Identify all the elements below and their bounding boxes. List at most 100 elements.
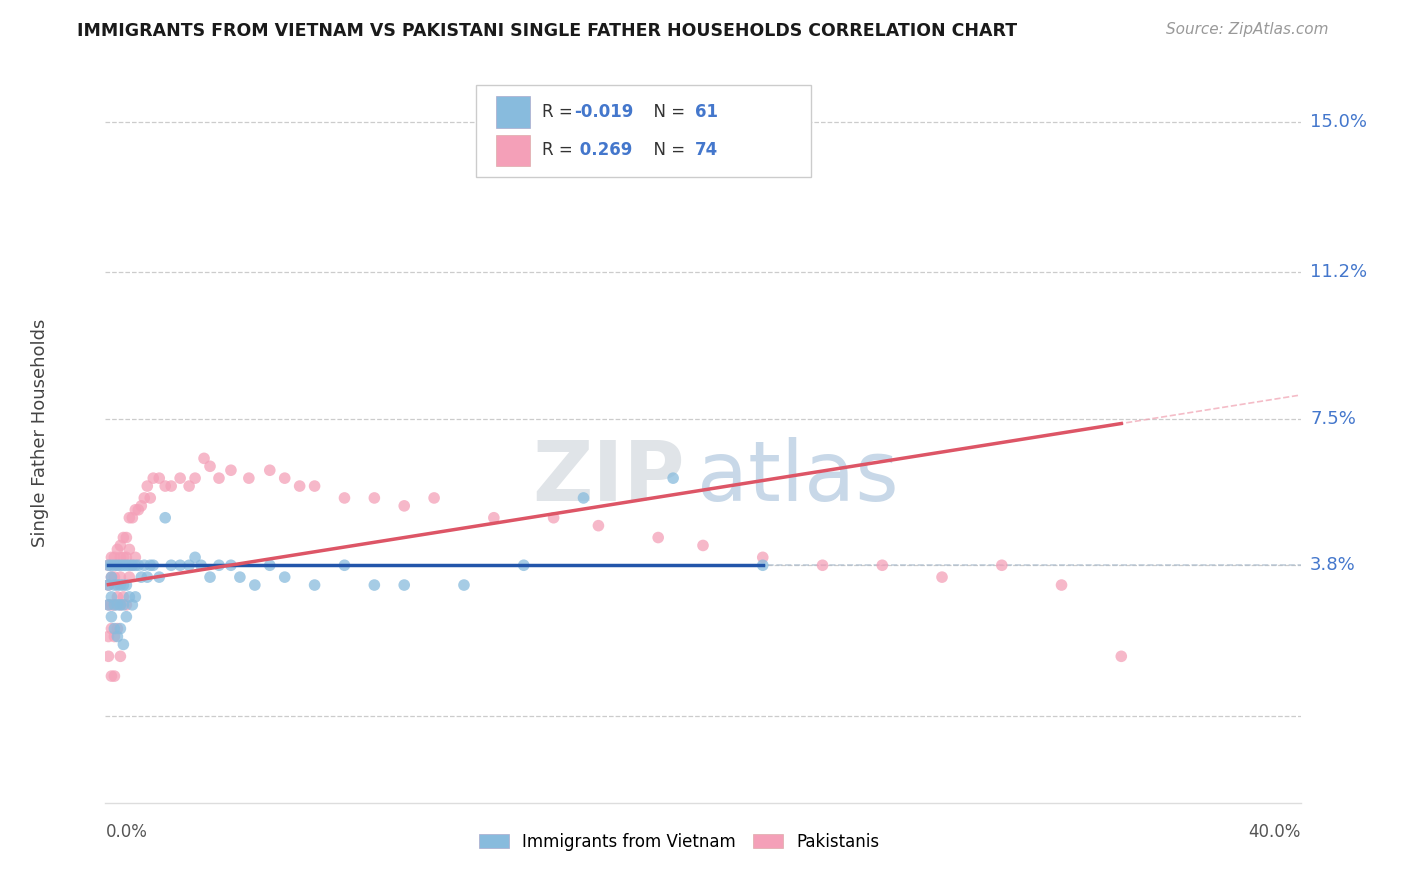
Point bbox=[110, 598, 132, 612]
Point bbox=[121, 510, 143, 524]
Point bbox=[148, 471, 170, 485]
Point bbox=[107, 598, 129, 612]
Point bbox=[751, 550, 773, 565]
Point bbox=[160, 479, 183, 493]
Text: 40.0%: 40.0% bbox=[1249, 822, 1301, 840]
Point bbox=[97, 578, 120, 592]
Point bbox=[110, 649, 132, 664]
Point bbox=[136, 570, 159, 584]
Point bbox=[990, 558, 1012, 573]
Point bbox=[588, 518, 610, 533]
Point bbox=[169, 471, 191, 485]
FancyBboxPatch shape bbox=[496, 135, 530, 166]
Point bbox=[103, 630, 125, 644]
Point bbox=[97, 578, 120, 592]
Point bbox=[118, 510, 141, 524]
Point bbox=[333, 491, 356, 505]
Point bbox=[115, 558, 138, 573]
Point bbox=[692, 538, 714, 552]
Point bbox=[124, 550, 146, 565]
Point bbox=[97, 558, 120, 573]
Point bbox=[219, 558, 242, 573]
Point bbox=[453, 578, 475, 592]
Point bbox=[100, 570, 122, 584]
Text: N =: N = bbox=[644, 103, 690, 121]
Point bbox=[110, 538, 132, 552]
Point bbox=[112, 637, 135, 651]
Point bbox=[139, 558, 162, 573]
Point bbox=[115, 531, 138, 545]
Text: 15.0%: 15.0% bbox=[1310, 112, 1367, 131]
Point bbox=[363, 491, 385, 505]
Point bbox=[110, 558, 132, 573]
Point bbox=[100, 550, 122, 565]
Point bbox=[112, 590, 135, 604]
Point bbox=[243, 578, 266, 592]
Point bbox=[107, 578, 129, 592]
Point bbox=[513, 558, 536, 573]
Text: ZIP: ZIP bbox=[533, 436, 685, 517]
Point bbox=[304, 479, 326, 493]
Point bbox=[134, 558, 156, 573]
Text: 74: 74 bbox=[695, 141, 718, 159]
Point bbox=[115, 609, 138, 624]
Point bbox=[1111, 649, 1133, 664]
Point bbox=[129, 570, 153, 584]
Point bbox=[543, 510, 565, 524]
Point bbox=[110, 578, 132, 592]
Point bbox=[112, 531, 135, 545]
Point bbox=[572, 491, 595, 505]
Point bbox=[423, 491, 446, 505]
Point bbox=[115, 550, 138, 565]
Point bbox=[103, 598, 125, 612]
Point bbox=[184, 471, 207, 485]
Point bbox=[97, 598, 120, 612]
Point bbox=[662, 471, 685, 485]
Point bbox=[118, 558, 141, 573]
Text: N =: N = bbox=[644, 141, 690, 159]
Text: atlas: atlas bbox=[697, 436, 898, 517]
Text: R =: R = bbox=[541, 103, 578, 121]
Point bbox=[142, 471, 165, 485]
Point bbox=[124, 503, 146, 517]
Point bbox=[198, 459, 221, 474]
Point bbox=[198, 570, 221, 584]
Point bbox=[134, 491, 156, 505]
Point bbox=[155, 479, 177, 493]
Text: -0.019: -0.019 bbox=[574, 103, 633, 121]
Point bbox=[110, 622, 132, 636]
Point bbox=[103, 558, 125, 573]
Text: 0.269: 0.269 bbox=[574, 141, 633, 159]
Point bbox=[103, 669, 125, 683]
Point bbox=[127, 558, 149, 573]
Text: R =: R = bbox=[541, 141, 578, 159]
Point bbox=[333, 558, 356, 573]
Point bbox=[97, 649, 120, 664]
Point bbox=[482, 510, 505, 524]
Point bbox=[273, 570, 295, 584]
Point bbox=[121, 558, 143, 573]
Point bbox=[169, 558, 191, 573]
Point bbox=[100, 622, 122, 636]
Point bbox=[229, 570, 252, 584]
Point bbox=[115, 598, 138, 612]
Point bbox=[136, 479, 159, 493]
Point bbox=[177, 479, 201, 493]
Point bbox=[121, 558, 143, 573]
Point bbox=[363, 578, 385, 592]
Point bbox=[208, 558, 231, 573]
Point bbox=[190, 558, 212, 573]
Point bbox=[118, 570, 141, 584]
Point bbox=[177, 558, 201, 573]
Point bbox=[107, 558, 129, 573]
Point bbox=[107, 558, 129, 573]
Point bbox=[103, 550, 125, 565]
Point bbox=[208, 471, 231, 485]
Point bbox=[124, 590, 146, 604]
Point bbox=[259, 463, 281, 477]
Point bbox=[100, 558, 122, 573]
Point bbox=[124, 558, 146, 573]
Point bbox=[110, 550, 132, 565]
Point bbox=[394, 499, 416, 513]
Point bbox=[219, 463, 242, 477]
